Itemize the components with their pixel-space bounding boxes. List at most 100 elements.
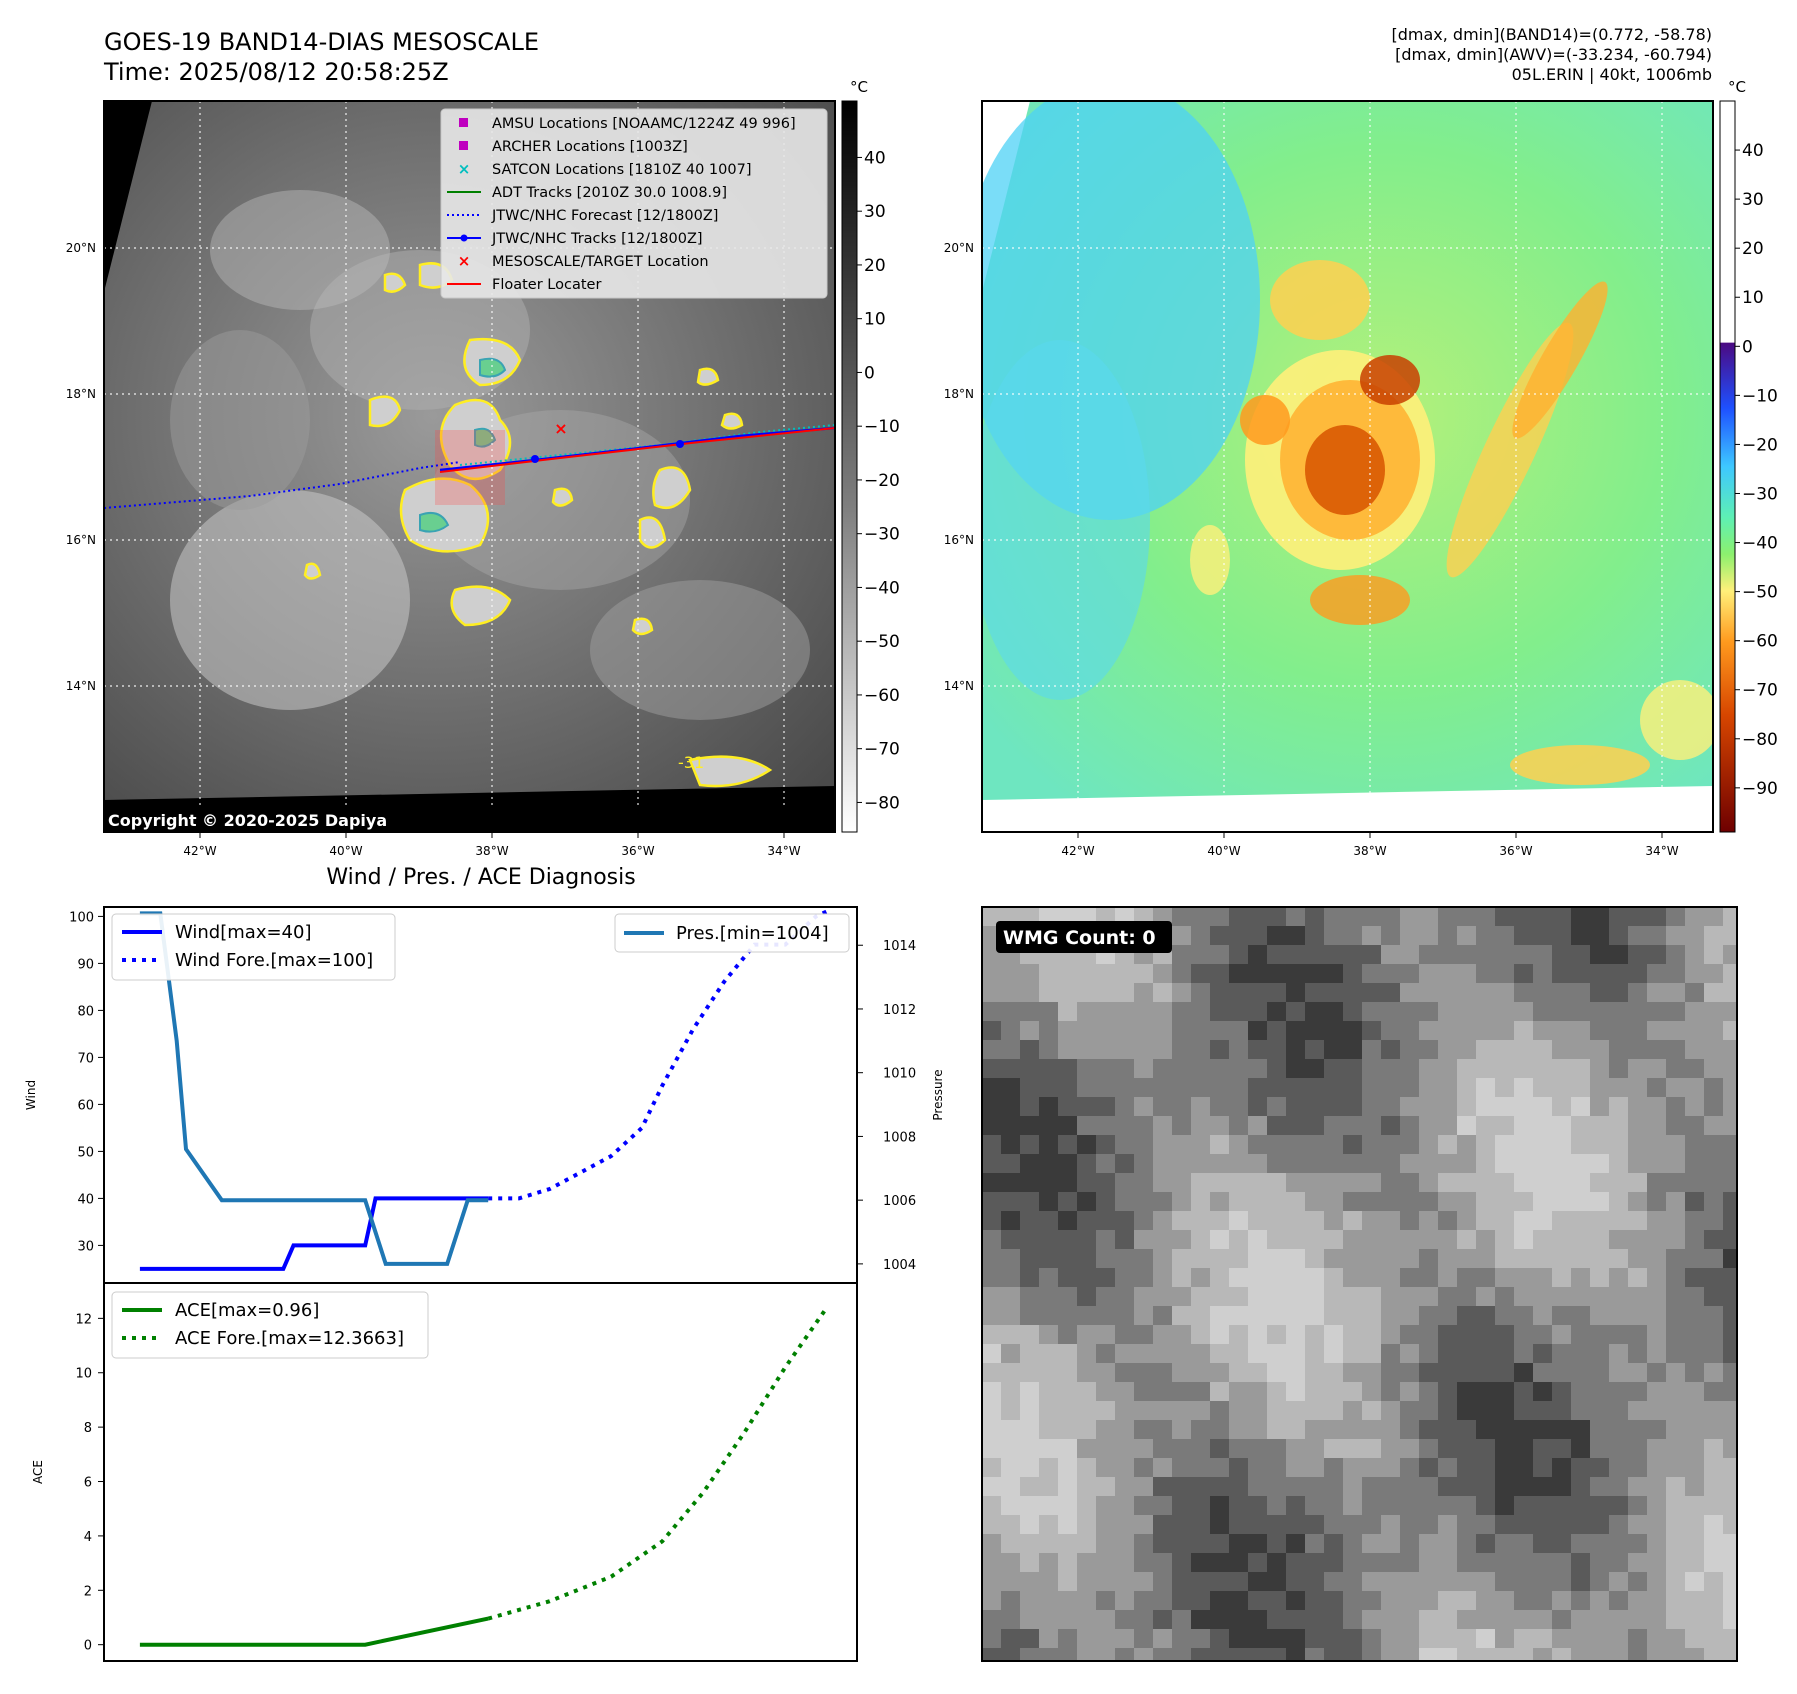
- legend-entry: SATCON Locations [1810Z 40 1007]: [492, 162, 751, 178]
- pressure-y-tick: 1012: [883, 1003, 916, 1018]
- ir-lon-tick: 40°W: [329, 844, 362, 858]
- ace-y-tick: 6: [84, 1476, 92, 1491]
- wv-colorbar-tick: 10: [1742, 288, 1764, 308]
- pressure-legend: Pres.[min=1004]: [614, 913, 850, 953]
- ir-map: × -31 Copyright © 2020-2025 Dapiya AMSU …: [103, 100, 836, 833]
- wv-lon-tick: 36°W: [1499, 844, 1532, 858]
- ir-lon-tick: 36°W: [621, 844, 654, 858]
- ace-y-tick: 4: [84, 1530, 92, 1545]
- wv-lon-tick: 40°W: [1207, 844, 1240, 858]
- chart-title: Wind / Pres. / ACE Diagnosis: [326, 865, 635, 890]
- series-line-1: [488, 909, 828, 1201]
- ace-y-tick: 12: [75, 1312, 92, 1327]
- wv-colorbar-tick: −70: [1742, 681, 1778, 701]
- ace-axis-label: ACE: [31, 1460, 45, 1484]
- wind-y-tick: 100: [69, 910, 94, 925]
- ir-colorbar-unit: °C: [850, 78, 868, 96]
- legend-entry: ADT Tracks [2010Z 30.0 1008.9]: [492, 185, 727, 201]
- ir-lat-tick: 20°N: [66, 241, 96, 255]
- ir-lat-tick: 18°N: [66, 387, 96, 401]
- ace-y-tick: 0: [84, 1639, 92, 1654]
- wv-colorbar-tick: 20: [1742, 239, 1764, 259]
- ir-colorbar-tick: 0: [864, 363, 875, 383]
- ir-colorbar-tick: −30: [864, 525, 900, 545]
- wv-colorbar-tick: −50: [1742, 583, 1778, 603]
- ace-series-line-1: [487, 1307, 828, 1621]
- ace-y-tick: 8: [84, 1421, 92, 1436]
- legend-entry: AMSU Locations [NOAAMC/1224Z 49 996]: [492, 116, 796, 132]
- wind-y-tick: 70: [77, 1051, 94, 1066]
- wv-colorbar-tick: −90: [1742, 779, 1778, 799]
- svg-text:×: ×: [458, 160, 471, 178]
- wind-axis-label: Wind: [24, 1080, 38, 1110]
- ace-series-line-0: [139, 1616, 489, 1647]
- pressure-y-tick: 1006: [883, 1194, 916, 1209]
- legend-entry: JTWC/NHC Tracks [12/1800Z]: [491, 231, 703, 247]
- wmg-count-badge: WMG Count: 0: [1003, 927, 1156, 949]
- pressure-axis-label: Pressure: [931, 1069, 945, 1120]
- wv-colorbar-tick: −10: [1742, 386, 1778, 406]
- wv-lon-tick: 38°W: [1353, 844, 1386, 858]
- wind-y-tick: 30: [77, 1239, 94, 1254]
- wv-colorbar-tick: −40: [1742, 534, 1778, 554]
- ir-colorbar-tick: 30: [864, 202, 886, 222]
- wv-convection: [1190, 260, 1713, 785]
- ir-colorbar-tick: 40: [864, 148, 886, 168]
- info-awv: [dmax, dmin](AWV)=(-33.234, -60.794): [1395, 45, 1712, 64]
- wind-legend-entry: Wind Fore.[max=100]: [175, 950, 373, 971]
- ir-legend: AMSU Locations [NOAAMC/1224Z 49 996] ARCH…: [440, 108, 828, 299]
- ace-y-tick: 10: [75, 1367, 92, 1382]
- ir-colorbar-tick: −60: [864, 686, 900, 706]
- legend-entry: ARCHER Locations [1003Z]: [492, 139, 688, 155]
- wind-pressure-chart: 30 40 50 60 70 80 90 100 1004 1006 1008 1010 1012 101…: [24, 906, 945, 1284]
- ir-floater-track: [439, 427, 835, 473]
- wv-colorbar-tick: −30: [1742, 484, 1778, 504]
- ir-colorbar-tick: 10: [864, 310, 886, 330]
- wind-y-tick: 40: [77, 1192, 94, 1207]
- ir-colorbar-tick: −70: [864, 740, 900, 760]
- figure-title: GOES-19 BAND14-DIAS MESOSCALE: [104, 28, 539, 56]
- ir-lat-tick: 16°N: [66, 533, 96, 547]
- wv-gridlines: [982, 101, 1713, 832]
- wv-colorbar: °C 40 30 20 10 0 −10 −20 −30 −40 −50 −60 −70 −80 −90: [1719, 78, 1778, 833]
- wv-colorbar-tick: −80: [1742, 730, 1778, 750]
- wv-lon-tick: 42°W: [1061, 844, 1094, 858]
- ir-colorbar: °C 40 30 20 10 0 −10 −20 −30 −40 −50 −60 −70 −80: [841, 78, 900, 833]
- wv-colorbar-tick: 0: [1742, 337, 1753, 357]
- ir-target-marker: ×: [554, 419, 567, 438]
- pressure-y-tick: 1014: [883, 939, 916, 954]
- wmg-panel: WMG Count: 0: [981, 906, 1738, 1662]
- ace-legend: ACE[max=0.96] ACE Fore.[max=12.3663]: [111, 1291, 429, 1359]
- wv-lat-tick: 16°N: [944, 533, 974, 547]
- wind-y-tick: 80: [77, 1004, 94, 1019]
- wv-map: [981, 100, 1714, 833]
- wv-colorbar-tick: −20: [1742, 435, 1778, 455]
- ir-lon-tick: 38°W: [475, 844, 508, 858]
- wv-colorbar-tick: 30: [1742, 190, 1764, 210]
- pressure-y-tick: 1008: [883, 1130, 916, 1145]
- copyright: Copyright © 2020-2025 Dapiya: [108, 811, 387, 830]
- ace-y-tick: 2: [84, 1584, 92, 1599]
- legend-entry: Floater Locater: [492, 277, 601, 293]
- ir-colorbar-tick: −80: [864, 793, 900, 813]
- wind-legend: Wind[max=40] Wind Fore.[max=100]: [111, 913, 396, 981]
- ir-colorbar-tick: −20: [864, 471, 900, 491]
- wind-legend-entry: Wind[max=40]: [175, 922, 312, 943]
- info-band14: [dmax, dmin](BAND14)=(0.772, -58.78): [1392, 25, 1713, 44]
- ir-lon-tick: 34°W: [767, 844, 800, 858]
- ir-lon-tick: 42°W: [183, 844, 216, 858]
- pressure-legend-entry: Pres.[min=1004]: [676, 923, 829, 944]
- ir-colorbar-tick: −40: [864, 578, 900, 598]
- svg-text:×: ×: [458, 252, 471, 270]
- ir-colorbar-tick: −50: [864, 632, 900, 652]
- legend-entry: JTWC/NHC Forecast [12/1800Z]: [491, 208, 718, 224]
- info-storm: 05L.ERIN | 40kt, 1006mb: [1512, 65, 1712, 84]
- wv-colorbar-unit: °C: [1728, 78, 1746, 96]
- wv-lon-tick: 34°W: [1645, 844, 1678, 858]
- wind-y-tick: 90: [77, 957, 94, 972]
- ace-legend-entry: ACE[max=0.96]: [175, 1300, 319, 1321]
- wv-colorbar-tick: 40: [1742, 141, 1764, 161]
- wind-y-tick: 60: [77, 1098, 94, 1113]
- figure-time: Time: 2025/08/12 20:58:25Z: [103, 58, 449, 86]
